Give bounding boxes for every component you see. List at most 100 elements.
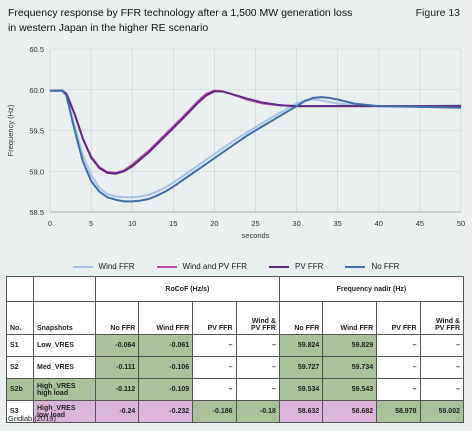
rocof-no-ffr-cell: -0.064 xyxy=(94,334,140,357)
nadir-no-ffr-cell: 59.727 xyxy=(278,356,324,379)
series-line-no-ffr xyxy=(50,89,462,203)
table-group-header-row: RoCoF (Hz/s) Frequency nadir (Hz) xyxy=(6,276,465,302)
x-tick-label: 5 xyxy=(89,219,93,228)
col-nadir-no-ffr: No FFR xyxy=(278,301,324,335)
x-tick-label: 15 xyxy=(169,219,177,228)
chart-legend: Wind FFR Wind and PV FFR PV FFR No FFR xyxy=(0,262,472,271)
row-no: S3 xyxy=(6,400,34,423)
row-snapshot: High_VRES low load xyxy=(32,400,96,423)
y-tick-label: 59.0 xyxy=(29,167,44,176)
header-empty xyxy=(6,276,34,302)
nadir-pv-ffr-cell: 58.978 xyxy=(376,400,421,423)
row-no: S2 xyxy=(6,356,34,379)
rocof-no-ffr-cell: -0.112 xyxy=(94,378,140,401)
results-table: RoCoF (Hz/s) Frequency nadir (Hz) No. Sn… xyxy=(6,276,465,423)
header-empty xyxy=(32,276,96,302)
legend-swatch xyxy=(269,265,289,268)
x-tick-label: 10 xyxy=(128,219,136,228)
rocof-wind-ffr-cell: -0.232 xyxy=(138,400,194,423)
legend-item-no-ffr: No FFR xyxy=(345,262,399,271)
nadir-wind-ffr-cell: 59.829 xyxy=(322,334,378,357)
col-snapshots: Snapshots xyxy=(32,301,96,335)
rocof-wind-ffr-cell: -0.109 xyxy=(138,378,194,401)
table-column-header-row: No. Snapshots No FFR Wind FFR PV FFR Win… xyxy=(6,301,464,335)
chart-series xyxy=(50,89,462,203)
rocof-pv-ffr-cell: – xyxy=(192,334,237,357)
legend-label: PV FFR xyxy=(295,262,324,271)
rocof-wind-ffr-cell: -0.106 xyxy=(138,356,194,379)
series-line-pv-ffr xyxy=(50,89,461,175)
row-snapshot: Med_VRES xyxy=(32,356,96,379)
x-tick-label: 35 xyxy=(334,219,342,228)
legend-swatch xyxy=(345,265,366,268)
legend-swatch xyxy=(72,265,93,268)
x-axis-label: seconds xyxy=(242,231,270,240)
table-row: S2 Med_VRES -0.111 -0.106 – – 59.727 59.… xyxy=(6,356,464,379)
legend-label: Wind and PV FFR xyxy=(182,262,247,271)
title-line-2: in western Japan in the higher RE scenar… xyxy=(8,22,209,34)
col-rocof-pv-ffr: PV FFR xyxy=(192,301,237,335)
nadir-pv-ffr-cell: – xyxy=(376,378,421,401)
source-note: Gridlab (2019) xyxy=(8,414,56,423)
x-tick-label: 50 xyxy=(457,219,465,228)
x-tick-label: 20 xyxy=(210,219,218,228)
table-row: S3 High_VRES low load -0.24 -0.232 -0.18… xyxy=(6,400,464,423)
rocof-pv-ffr-cell: – xyxy=(192,378,237,401)
y-tick-label: 58.5 xyxy=(29,208,44,217)
series-line-wind-ffr xyxy=(50,89,462,199)
y-tick-label: 60.5 xyxy=(29,45,44,54)
y-tick-label: 60.0 xyxy=(29,86,44,95)
nadir-wind-ffr-cell: 59.734 xyxy=(322,356,378,379)
col-rocof-wind-ffr: Wind FFR xyxy=(138,301,194,335)
rocof-wind-ffr-cell: -0.061 xyxy=(138,334,194,357)
y-tick-label: 59.5 xyxy=(29,127,44,136)
rocof-wind-pv-ffr-cell: – xyxy=(235,378,280,401)
rocof-wind-pv-ffr-cell: – xyxy=(235,334,280,357)
x-tick-label: 40 xyxy=(375,219,383,228)
nadir-group-header: Frequency nadir (Hz) xyxy=(278,276,465,302)
rocof-no-ffr-cell: -0.111 xyxy=(94,356,140,379)
x-tick-label: 45 xyxy=(416,219,424,228)
nadir-pv-ffr-cell: – xyxy=(376,356,421,379)
nadir-no-ffr-cell: 58.632 xyxy=(278,400,324,423)
table-row: S2b High_VRES high load -0.112 -0.109 – … xyxy=(6,378,464,401)
nadir-wind-ffr-cell: 59.543 xyxy=(322,378,378,401)
legend-swatch xyxy=(156,265,177,268)
figure-number: Figure 13 xyxy=(415,7,460,19)
nadir-no-ffr-cell: 59.534 xyxy=(278,378,324,401)
legend-label: Wind FFR xyxy=(98,262,135,271)
rocof-group-header: RoCoF (Hz/s) xyxy=(94,276,280,302)
legend-item-pv-ffr: PV FFR xyxy=(269,262,323,271)
chart-axes: 58.5 59.0 59.5 60.0 60.5 0 5 10 15 20 25 30 35 40 45 50… xyxy=(6,45,465,240)
col-rocof-wind-pv-ffr: Wind & PV FFR xyxy=(235,301,280,335)
legend-item-wind-ffr: Wind FFR xyxy=(72,262,135,271)
x-tick-label: 30 xyxy=(292,219,300,228)
nadir-wind-ffr-cell: 58.682 xyxy=(322,400,378,423)
row-snapshot: Low_VRES xyxy=(32,334,96,357)
nadir-no-ffr-cell: 59.824 xyxy=(278,334,324,357)
nadir-wind-pv-ffr-cell: – xyxy=(419,378,464,401)
nadir-pv-ffr-cell: – xyxy=(376,334,421,357)
y-axis-label: Frequency (Hz) xyxy=(6,104,15,156)
nadir-wind-pv-ffr-cell: – xyxy=(419,334,464,357)
col-rocof-no-ffr: No FFR xyxy=(94,301,140,335)
row-snapshot: High_VRES high load xyxy=(32,378,96,401)
nadir-wind-pv-ffr-cell: – xyxy=(419,356,464,379)
title-line-1: Frequency response by FFR technology aft… xyxy=(8,7,353,19)
col-nadir-wind-ffr: Wind FFR xyxy=(322,301,378,335)
chart-grid xyxy=(49,48,462,213)
rocof-pv-ffr-cell: – xyxy=(192,356,237,379)
rocof-pv-ffr-cell: -0.186 xyxy=(192,400,237,423)
col-nadir-pv-ffr: PV FFR xyxy=(376,301,421,335)
row-no: S1 xyxy=(6,334,34,357)
legend-item-wind-and-pv-ffr: Wind and PV FFR xyxy=(156,262,247,271)
legend-label: No FFR xyxy=(371,262,400,271)
rocof-wind-pv-ffr-cell: -0.18 xyxy=(235,400,280,423)
table-row: S1 Low_VRES -0.064 -0.061 – – 59.824 59.… xyxy=(6,334,464,357)
rocof-wind-pv-ffr-cell: – xyxy=(235,356,280,379)
x-tick-label: 0 xyxy=(48,219,52,228)
nadir-wind-pv-ffr-cell: 59.002 xyxy=(419,400,464,423)
col-nadir-wind-pv-ffr: Wind & PV FFR xyxy=(419,301,464,335)
figure-title: Frequency response by FFR technology aft… xyxy=(8,6,368,36)
frequency-chart: 58.5 59.0 59.5 60.0 60.5 0 5 10 15 20 25 30 35 40 45 50… xyxy=(6,45,465,240)
